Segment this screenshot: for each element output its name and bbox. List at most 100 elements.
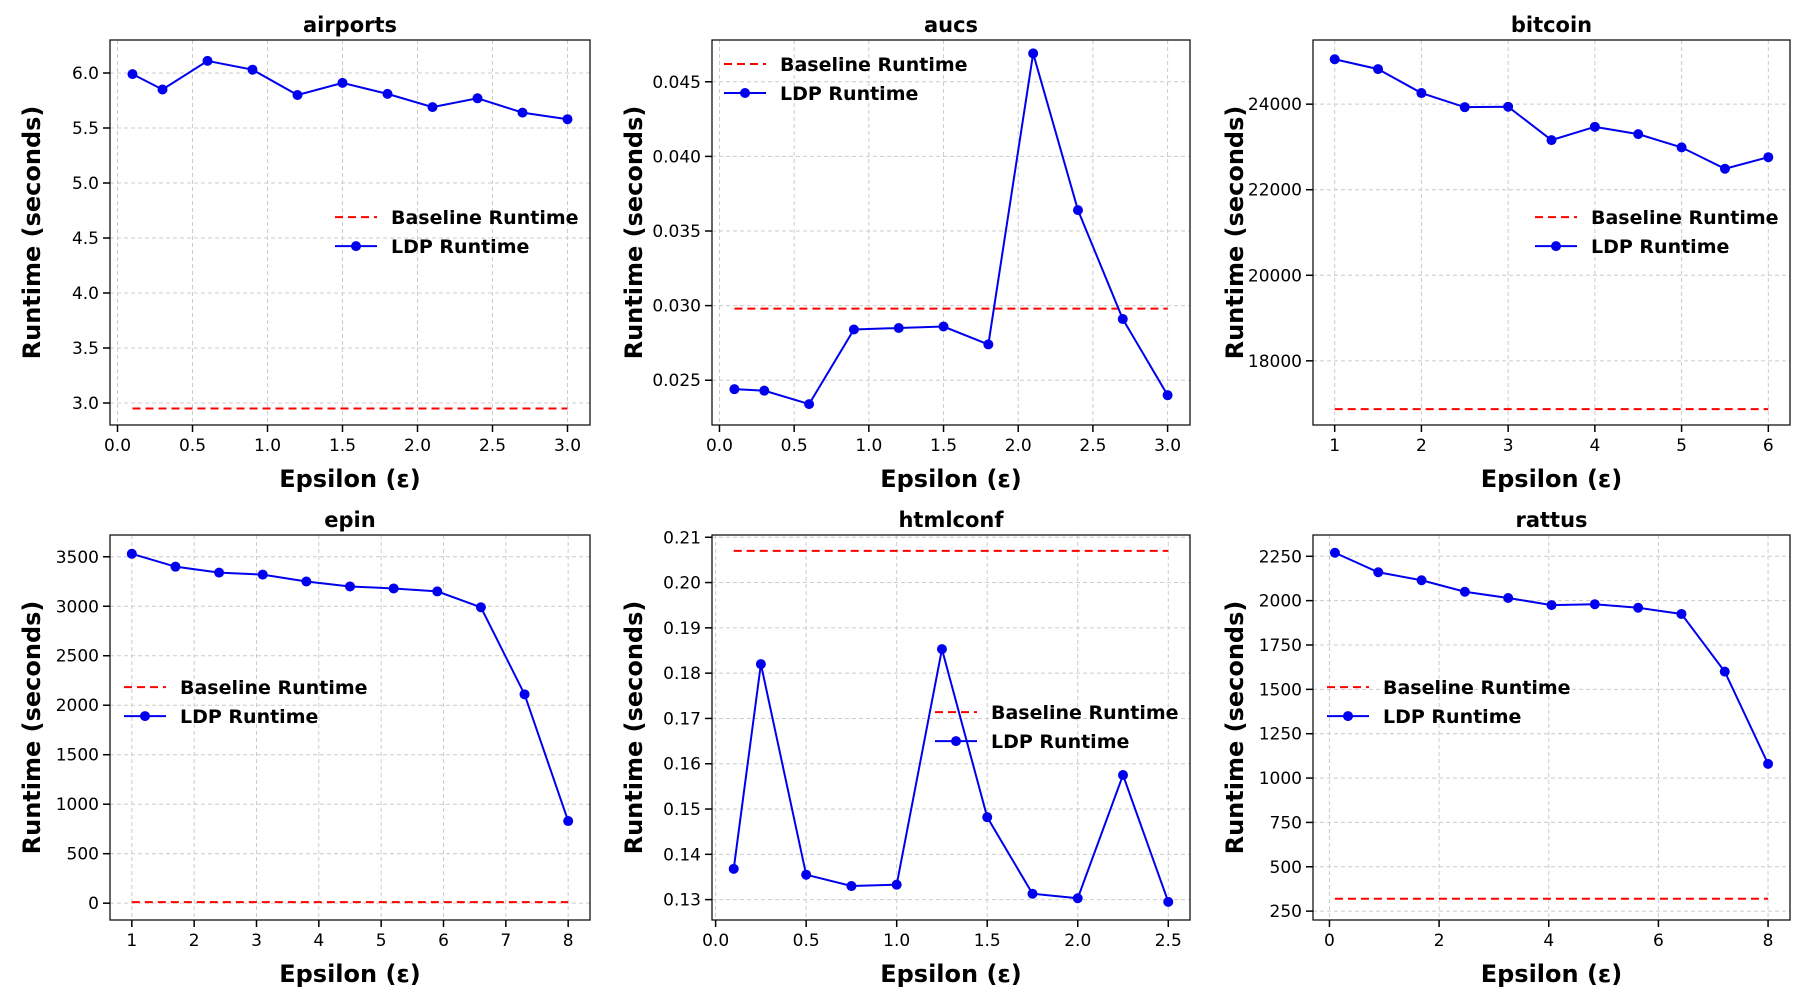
chart-5-ldp-point-9 — [1719, 666, 1730, 677]
chart-4-ylabel: Runtime (seconds) — [620, 601, 648, 855]
chart-5-ytick-label-3: 1000 — [1259, 769, 1302, 789]
chart-4-ldp-point-10 — [1163, 896, 1174, 907]
chart-5-xtick-label-2: 4 — [1543, 931, 1554, 951]
chart-2-ldp-point-5 — [1546, 135, 1557, 146]
chart-2-legend-label-1: LDP Runtime — [1591, 236, 1729, 258]
chart-0-ldp-point-8 — [472, 93, 483, 104]
chart-3-legend-label-1: LDP Runtime — [180, 706, 318, 728]
chart-2-legend-label-0: Baseline Runtime — [1591, 207, 1779, 229]
chart-4-ytick-label-3: 0.16 — [663, 755, 701, 775]
chart-2-xtick-label-2: 3 — [1503, 436, 1514, 456]
chart-4-ldp-point-1 — [755, 659, 766, 670]
chart-4-ldp-point-6 — [982, 812, 993, 823]
chart-5-ldp-point-7 — [1633, 602, 1644, 613]
chart-0-ytick-label-3: 4.5 — [72, 229, 99, 249]
chart-4-xlabel: Epsilon (ε) — [880, 960, 1022, 988]
chart-2-ytick-label-0: 18000 — [1248, 352, 1302, 372]
chart-3-xtick-label-2: 3 — [251, 931, 262, 951]
chart-2-ldp-point-4 — [1503, 101, 1514, 112]
chart-0-ldp-point-6 — [382, 88, 393, 99]
chart-4-xtick-label-0: 0.0 — [702, 931, 729, 951]
chart-4-ldp-point-3 — [846, 881, 857, 892]
chart-4-xtick-label-3: 1.5 — [974, 931, 1001, 951]
chart-2-axes-frame — [1312, 39, 1791, 426]
chart-1-xtick-label-1: 0.5 — [781, 436, 808, 456]
chart-5-ylabel: Runtime (seconds) — [1221, 601, 1249, 855]
chart-3-subplot: 1 2 3 4 5 6 7 8 0 500 1000 1500 2000 2500 3000 3500 epin… — [18, 508, 591, 988]
chart-1-xtick-label-3: 1.5 — [930, 436, 957, 456]
chart-0-ylabel: Runtime (seconds) — [18, 106, 46, 360]
chart-5-ytick-label-2: 750 — [1270, 813, 1302, 833]
chart-1-xtick-label-0: 0.0 — [706, 436, 733, 456]
chart-1-ytick-label-4: 0.045 — [652, 73, 701, 93]
chart-5-ytick-label-6: 1750 — [1259, 636, 1302, 656]
chart-0-ytick-label-1: 3.5 — [72, 339, 99, 359]
chart-4-ytick-label-8: 0.21 — [663, 528, 701, 548]
chart-4-xtick-label-2: 1.0 — [883, 931, 910, 951]
chart-4-ldp-point-5 — [936, 644, 947, 655]
chart-3-ytick-label-5: 2500 — [56, 647, 99, 667]
chart-5-series-ldp-line — [1334, 551, 1769, 765]
chart-0-subplot: 0.0 0.5 1.0 1.5 2.0 2.5 3.0 3.0 3.5 4.0 4.5 5.0 5.5 6… — [18, 13, 591, 493]
chart-5-ytick-label-8: 2250 — [1259, 547, 1302, 567]
chart-1-subplot: 0.0 0.5 1.0 1.5 2.0 2.5 3.0 0.025 0.030 0.035 0.04… — [620, 13, 1191, 493]
chart-1-ytick-label-2: 0.035 — [652, 222, 701, 242]
chart-4-ytick-label-4: 0.17 — [663, 709, 701, 729]
chart-2-ytick-label-3: 24000 — [1248, 95, 1302, 115]
chart-3-xtick-label-6: 7 — [500, 931, 511, 951]
chart-3-xtick-label-5: 6 — [438, 931, 449, 951]
chart-3-ytick-label-0: 0 — [88, 894, 99, 914]
chart-4-ldp-point-7 — [1027, 888, 1038, 899]
chart-5-ldp-point-4 — [1503, 592, 1514, 603]
chart-4-legend-label-1: LDP Runtime — [991, 731, 1129, 753]
chart-4-ldp-point-8 — [1072, 893, 1083, 904]
chart-0-xtick-label-0: 0.0 — [104, 436, 131, 456]
chart-2-legend: Baseline Runtime LDP Runtime — [1535, 207, 1779, 258]
chart-3-ldp-point-9 — [519, 689, 530, 700]
chart-2-ldp-point-7 — [1633, 129, 1644, 140]
chart-3-xtick-label-4: 5 — [376, 931, 387, 951]
chart-5-ldp-point-8 — [1676, 608, 1687, 619]
chart-2-xtick-label-1: 2 — [1416, 436, 1427, 456]
chart-0-xtick-label-2: 1.0 — [254, 436, 281, 456]
chart-3-ytick-label-2: 1000 — [56, 795, 99, 815]
chart-4-ytick-label-1: 0.14 — [663, 845, 701, 865]
chart-2-legend-ldp-marker — [1551, 241, 1561, 252]
chart-0-ldp-point-5 — [337, 77, 348, 88]
chart-5-title: rattus — [1515, 508, 1587, 532]
chart-3-ldp-point-3 — [257, 569, 268, 580]
chart-4-axes-frame — [711, 534, 1191, 921]
chart-5-ytick-label-7: 2000 — [1259, 592, 1302, 612]
chart-3-ldp-point-5 — [345, 581, 355, 592]
chart-1-ldp-point-1 — [759, 385, 770, 396]
chart-1-xtick-label-5: 2.5 — [1079, 436, 1106, 456]
chart-4-ytick-label-0: 0.13 — [663, 891, 701, 911]
chart-1-ldp-point-0 — [729, 384, 740, 395]
chart-5-legend-label-1: LDP Runtime — [1383, 706, 1521, 728]
chart-2-ytick-label-2: 22000 — [1248, 181, 1302, 201]
chart-1-xlabel: Epsilon (ε) — [880, 465, 1022, 493]
chart-3-xlabel: Epsilon (ε) — [279, 960, 421, 988]
chart-4-series-ldp-line — [732, 648, 1170, 903]
chart-1-series-ldp-line — [734, 53, 1169, 406]
chart-0-ytick-label-6: 6.0 — [72, 64, 99, 84]
chart-1-legend-ldp-marker — [740, 88, 750, 98]
chart-5-xtick-label-0: 0 — [1324, 931, 1335, 951]
chart-3-legend-ldp-marker — [140, 711, 150, 722]
chart-1-ldp-point-3 — [848, 324, 859, 335]
chart-5-ldp-point-3 — [1459, 586, 1470, 597]
chart-5-legend: Baseline Runtime LDP Runtime — [1327, 677, 1571, 728]
chart-3-ldp-point-8 — [475, 602, 486, 613]
chart-1-ldp-point-7 — [1028, 48, 1039, 59]
chart-0-ldp-point-7 — [427, 102, 438, 113]
chart-2-xtick-label-5: 6 — [1763, 436, 1774, 456]
chart-5-ldp-point-5 — [1546, 600, 1557, 611]
chart-0-legend-label-1: LDP Runtime — [391, 236, 529, 258]
chart-2-xtick-label-0: 1 — [1329, 436, 1340, 456]
chart-1-title: aucs — [924, 13, 978, 37]
chart-5-ldp-point-1 — [1373, 567, 1384, 578]
chart-4-legend: Baseline Runtime LDP Runtime — [935, 702, 1179, 753]
chart-3-ytick-label-3: 1500 — [56, 746, 99, 766]
chart-3-ldp-point-2 — [214, 567, 225, 578]
chart-4-legend-label-0: Baseline Runtime — [991, 702, 1179, 724]
